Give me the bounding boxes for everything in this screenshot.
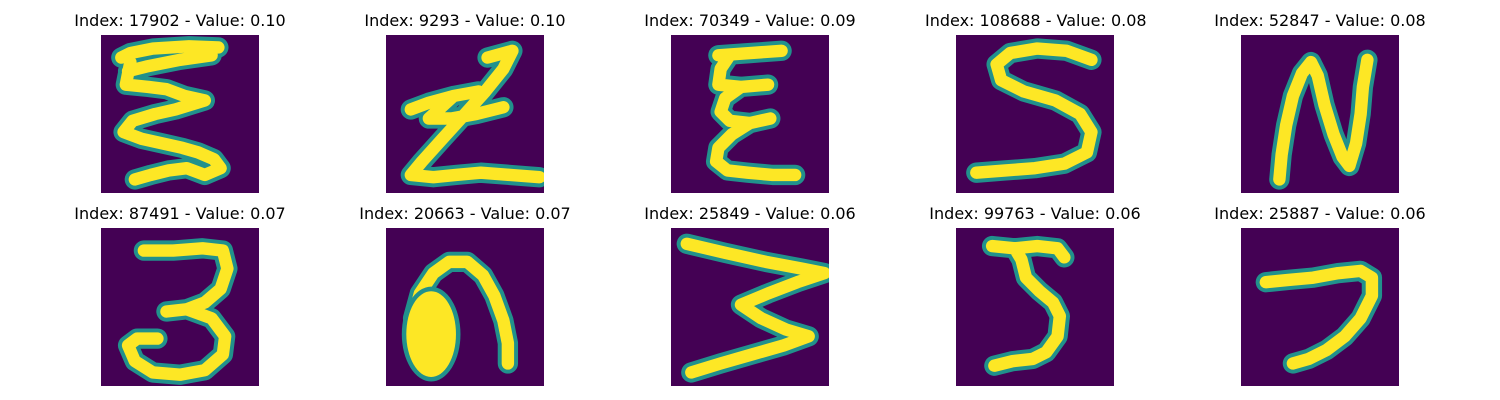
glyph-stroke [404,44,544,184]
panel-title: Index: 9293 - Value: 0.10 [364,11,566,30]
image-panel: Index: 25887 - Value: 0.06 [1210,204,1430,386]
digit-image [386,35,544,193]
digit-image [101,228,259,386]
panel-title: Index: 20663 - Value: 0.07 [359,204,571,223]
panel-title: Index: 70349 - Value: 0.09 [644,11,856,30]
digit-image [101,35,259,193]
panel-title: Index: 25887 - Value: 0.06 [1214,204,1426,223]
panel-title: Index: 52847 - Value: 0.08 [1214,11,1426,30]
glyph-stroke [680,237,829,379]
panel-title: Index: 25849 - Value: 0.06 [644,204,856,223]
digit-image [1241,35,1399,193]
glyph-stroke [115,40,227,186]
glyph-stroke [985,239,1071,372]
digit-image [386,228,544,386]
panel-title: Index: 17902 - Value: 0.10 [74,11,286,30]
digit-image [956,35,1114,193]
digit-image [956,228,1114,386]
image-panel: Index: 25849 - Value: 0.06 [640,204,860,386]
digit-image [671,35,829,193]
image-panel: Index: 99763 - Value: 0.06 [925,204,1145,386]
digit-image [1241,228,1399,386]
glyph-stroke [709,44,802,182]
image-panel: Index: 52847 - Value: 0.08 [1210,11,1430,193]
image-panel: Index: 17902 - Value: 0.10 [70,11,290,193]
image-panel: Index: 108688 - Value: 0.08 [925,11,1147,193]
panel-title: Index: 87491 - Value: 0.07 [74,204,286,223]
panel-title: Index: 108688 - Value: 0.08 [925,11,1147,30]
image-panel: Index: 9293 - Value: 0.10 [355,11,575,193]
image-panel: Index: 70349 - Value: 0.09 [640,11,860,193]
image-panel: Index: 20663 - Value: 0.07 [355,204,575,386]
glyph-stroke [1273,53,1374,186]
image-panel: Index: 87491 - Value: 0.07 [70,204,290,386]
glyph-blob [406,291,456,377]
glyph-stroke [970,42,1098,179]
glyph-stroke [121,242,234,381]
glyph-stroke [1259,264,1379,370]
panel-title: Index: 99763 - Value: 0.06 [929,204,1141,223]
digit-image [671,228,829,386]
